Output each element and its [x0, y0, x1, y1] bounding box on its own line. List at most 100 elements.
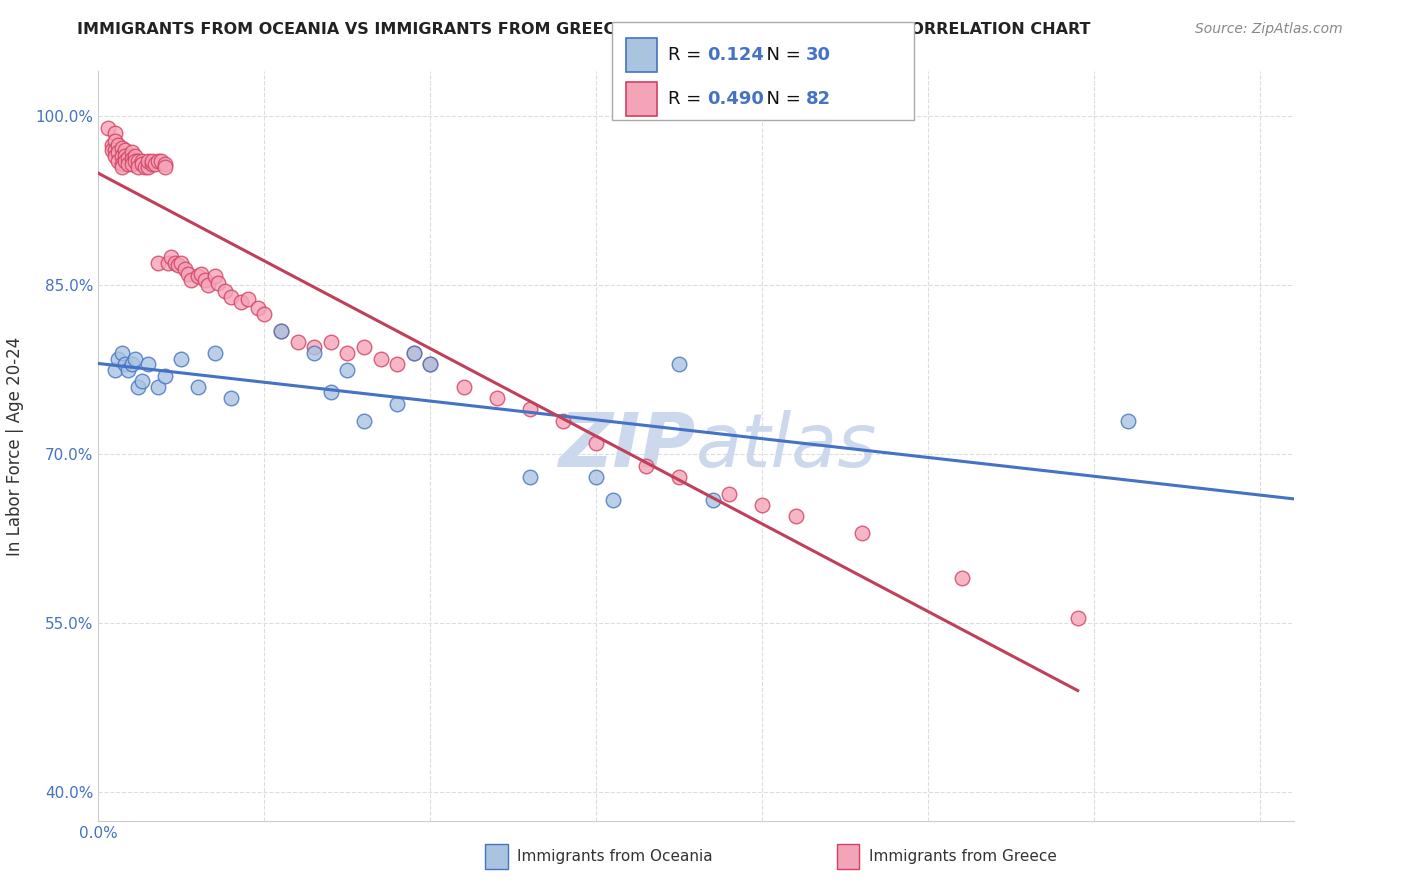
- Point: [402, 346, 425, 360]
- Point: [141, 157, 163, 171]
- Text: 30: 30: [806, 45, 831, 63]
- Text: N =: N =: [755, 90, 807, 108]
- Text: 0.490: 0.490: [707, 90, 763, 108]
- Point: [107, 145, 129, 160]
- Point: [153, 160, 176, 174]
- Point: [104, 143, 127, 157]
- Text: Immigrants from Greece: Immigrants from Greece: [869, 849, 1057, 863]
- Point: [519, 470, 541, 484]
- Point: [585, 470, 607, 484]
- Point: [253, 307, 276, 321]
- Point: [336, 363, 359, 377]
- Point: [117, 363, 139, 377]
- Point: [302, 346, 325, 360]
- Point: [319, 385, 342, 400]
- Point: [204, 269, 226, 284]
- Point: [485, 391, 508, 405]
- Point: [319, 334, 342, 349]
- Point: [419, 357, 441, 371]
- Point: [353, 340, 375, 354]
- Point: [157, 256, 180, 270]
- Point: [207, 276, 229, 290]
- Point: [111, 141, 134, 155]
- Point: [100, 137, 122, 152]
- Point: [107, 351, 129, 366]
- Point: [402, 346, 425, 360]
- Point: [190, 267, 212, 281]
- Point: [127, 380, 149, 394]
- Point: [170, 351, 193, 366]
- Point: [585, 436, 607, 450]
- Point: [270, 324, 292, 338]
- Point: [136, 357, 159, 371]
- Point: [107, 154, 129, 169]
- Point: [134, 160, 156, 174]
- Point: [104, 134, 127, 148]
- Point: [197, 278, 219, 293]
- Point: [668, 470, 690, 484]
- Point: [370, 351, 392, 366]
- Point: [153, 157, 176, 171]
- Point: [111, 346, 134, 360]
- Point: [121, 145, 143, 160]
- Point: [124, 154, 146, 169]
- Point: [127, 160, 149, 174]
- Text: R =: R =: [668, 90, 707, 108]
- Point: [950, 571, 973, 585]
- Text: ZIP: ZIP: [558, 409, 696, 483]
- Point: [163, 256, 186, 270]
- Point: [143, 157, 166, 171]
- Point: [270, 324, 292, 338]
- Point: [104, 363, 127, 377]
- Point: [153, 368, 176, 383]
- Point: [180, 273, 202, 287]
- Point: [131, 157, 153, 171]
- Text: N =: N =: [755, 45, 807, 63]
- Point: [385, 397, 409, 411]
- Point: [124, 149, 146, 163]
- Text: atlas: atlas: [696, 410, 877, 482]
- Point: [127, 154, 149, 169]
- Text: IMMIGRANTS FROM OCEANIA VS IMMIGRANTS FROM GREECE IN LABOR FORCE | AGE 20-24 COR: IMMIGRANTS FROM OCEANIA VS IMMIGRANTS FR…: [77, 22, 1091, 38]
- Point: [107, 137, 129, 152]
- Point: [114, 357, 136, 371]
- Point: [111, 149, 134, 163]
- Point: [121, 157, 143, 171]
- Point: [553, 414, 575, 428]
- Point: [287, 334, 309, 349]
- Point: [187, 380, 209, 394]
- Point: [219, 391, 242, 405]
- Point: [150, 154, 173, 169]
- Point: [104, 149, 127, 163]
- Point: [170, 256, 193, 270]
- Point: [187, 269, 209, 284]
- Point: [160, 250, 183, 264]
- Point: [124, 351, 146, 366]
- Text: 0.124: 0.124: [707, 45, 763, 63]
- Point: [111, 160, 134, 174]
- Point: [148, 154, 170, 169]
- Y-axis label: In Labor Force | Age 20-24: In Labor Force | Age 20-24: [7, 336, 24, 556]
- Text: R =: R =: [668, 45, 707, 63]
- Point: [636, 458, 658, 473]
- Point: [204, 346, 226, 360]
- Point: [214, 284, 236, 298]
- Point: [194, 273, 217, 287]
- Text: Immigrants from Oceania: Immigrants from Oceania: [517, 849, 713, 863]
- Point: [173, 261, 195, 276]
- Text: Source: ZipAtlas.com: Source: ZipAtlas.com: [1195, 22, 1343, 37]
- Point: [117, 151, 139, 165]
- Point: [1067, 611, 1090, 625]
- Point: [519, 402, 541, 417]
- Point: [453, 380, 475, 394]
- Point: [141, 154, 163, 169]
- Point: [114, 143, 136, 157]
- Point: [114, 154, 136, 169]
- Point: [117, 157, 139, 171]
- Point: [219, 290, 242, 304]
- Point: [131, 374, 153, 388]
- Point: [785, 509, 807, 524]
- Point: [236, 292, 259, 306]
- Point: [336, 346, 359, 360]
- Point: [702, 492, 724, 507]
